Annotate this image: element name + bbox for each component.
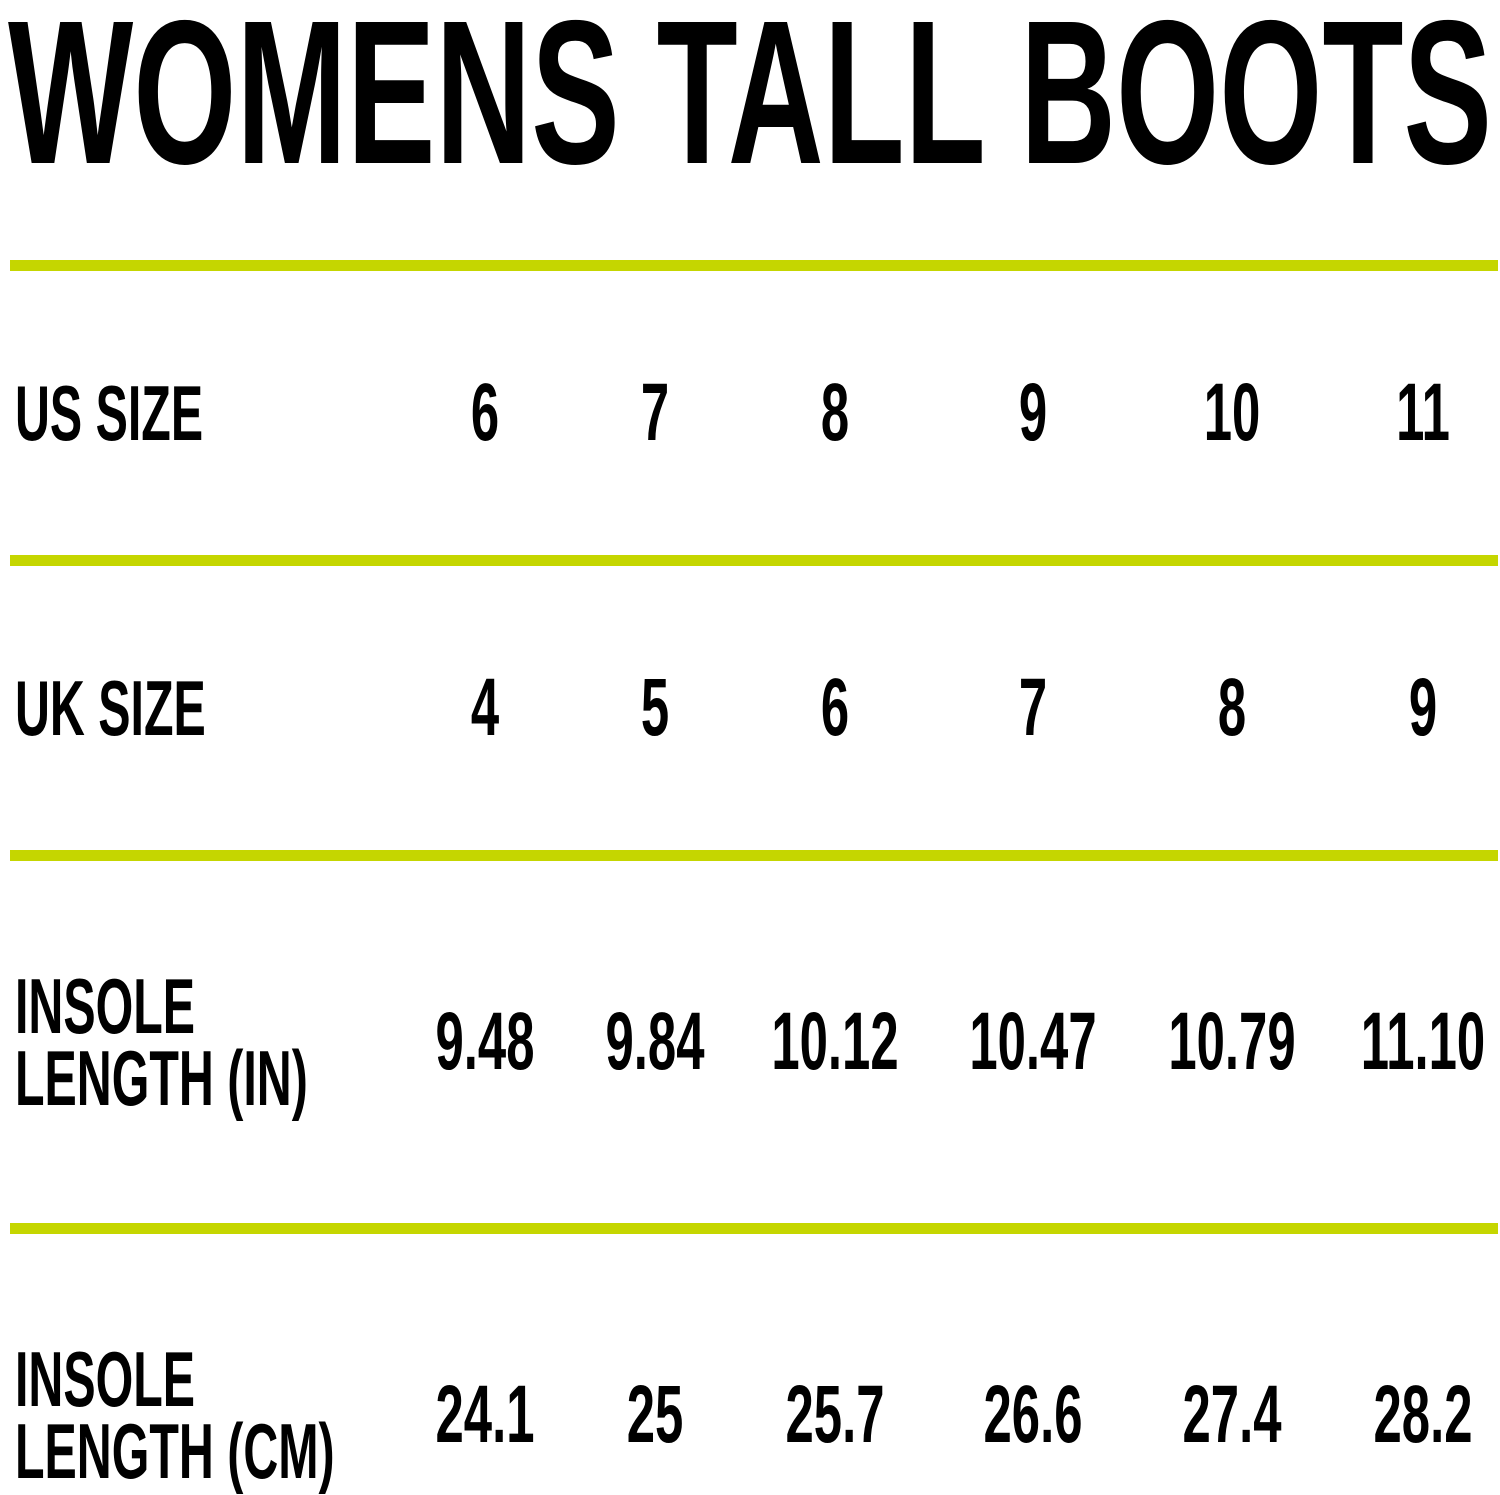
table-cell: 7: [1018, 662, 1048, 753]
page-title-graphic: WOMENS TALL BOOTS: [8, 0, 1492, 180]
table-cell: 10.47: [969, 996, 1097, 1087]
table-cell: 27.4: [1182, 1369, 1282, 1460]
table-cell: 25: [626, 1369, 684, 1460]
divider: [10, 555, 1498, 566]
table-cell: 10.79: [1168, 996, 1296, 1087]
row-label-line: LENGTH (CM): [15, 1407, 335, 1495]
table-cell: 28.2: [1373, 1369, 1473, 1460]
row-label-line: INSOLE: [15, 962, 196, 1050]
divider: [10, 1223, 1498, 1234]
table-cell: 6: [470, 367, 500, 458]
page-title: WOMENS TALL BOOTS: [8, 0, 1492, 180]
table-cell: 8: [1217, 662, 1247, 753]
table-cell: 11: [1396, 367, 1450, 458]
table-cell: 8: [820, 367, 850, 458]
table-cell: 5: [640, 662, 670, 753]
row-label: UK SIZE: [15, 664, 206, 752]
row-label-line: INSOLE: [15, 1335, 196, 1423]
row-label: INSOLE LENGTH (CM): [15, 1335, 335, 1495]
table-cell: 10.12: [771, 996, 899, 1087]
table-cell: 25.7: [785, 1369, 885, 1460]
table-cell: 9: [1018, 367, 1048, 458]
table-cell: 26.6: [983, 1369, 1083, 1460]
row-label: INSOLE LENGTH (IN): [15, 962, 308, 1122]
row-label-line: LENGTH (IN): [15, 1034, 308, 1122]
table-cell: 11.10: [1360, 996, 1486, 1087]
table-cell: 9.84: [605, 996, 705, 1087]
table-cell: 9: [1408, 662, 1438, 753]
table-cell: 7: [640, 367, 670, 458]
table-cell: 6: [820, 662, 850, 753]
divider: [10, 850, 1498, 861]
table-cell: 24.1: [435, 1369, 535, 1460]
table-cell: 10: [1203, 367, 1261, 458]
row-label: US SIZE: [15, 369, 204, 457]
row-label-line: UK SIZE: [15, 664, 206, 752]
table-cell: 9.48: [435, 996, 535, 1087]
table-cell: 4: [470, 662, 500, 753]
divider: [10, 260, 1498, 271]
row-label-line: US SIZE: [15, 369, 204, 457]
